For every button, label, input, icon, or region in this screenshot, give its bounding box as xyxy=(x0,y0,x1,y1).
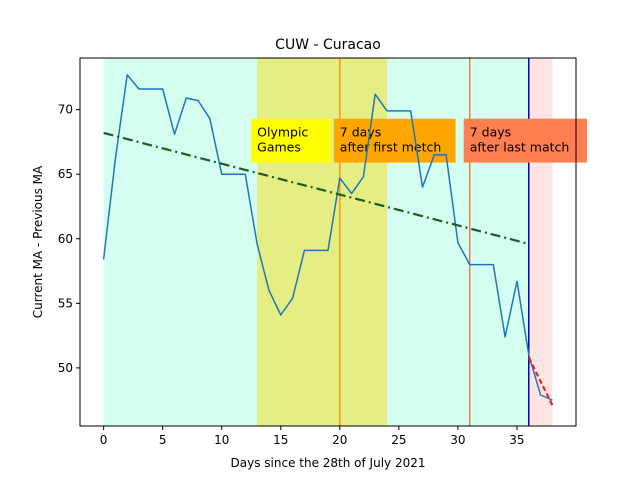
y-axis-ticks: 50 55 60 65 70 xyxy=(58,103,80,375)
shaded-region-1 xyxy=(257,58,388,426)
shaded-regions xyxy=(103,58,553,426)
x-tick-label: 25 xyxy=(391,433,406,447)
series-line-1 xyxy=(103,131,530,245)
series-line-0 xyxy=(102,74,553,401)
annotation-text-1-0: 7 days xyxy=(340,125,381,140)
x-tick-label: 10 xyxy=(214,433,229,447)
x-tick-label: 15 xyxy=(273,433,288,447)
y-tick-label: 70 xyxy=(58,103,73,117)
y-tick-label: 50 xyxy=(58,361,73,375)
y-tick-label: 60 xyxy=(58,232,73,246)
annotation-text-0-0: Olympic xyxy=(257,125,308,140)
chart-title: CUW - Curacao xyxy=(275,37,381,53)
y-tick-label: 55 xyxy=(58,296,73,310)
x-tick-label: 35 xyxy=(509,433,524,447)
y-tick-label: 65 xyxy=(58,167,73,181)
x-axis-label: Days since the 28th of July 2021 xyxy=(231,456,426,470)
annotation-text-0-1: Games xyxy=(257,140,301,155)
y-axis-label: Current MA - Previous MA xyxy=(31,165,45,318)
annotation-box-2 xyxy=(463,118,587,163)
x-tick-label: 30 xyxy=(450,433,465,447)
x-tick-label: 20 xyxy=(332,433,347,447)
shaded-region-2 xyxy=(528,58,553,426)
x-tick-label: 5 xyxy=(159,433,167,447)
annotation-box-0 xyxy=(251,118,331,163)
series-line-2 xyxy=(527,357,554,406)
x-tick-label: 0 xyxy=(100,433,108,447)
annotation-text-2-1: after last match xyxy=(470,140,570,155)
annotation-text-1-1: after first metch xyxy=(340,140,442,155)
plot-frame xyxy=(79,57,577,427)
annotation-text-2-0: 7 days xyxy=(470,125,511,140)
x-axis-ticks: 0 5 10 15 20 25 30 35 xyxy=(100,426,525,447)
series-lines xyxy=(102,74,554,406)
